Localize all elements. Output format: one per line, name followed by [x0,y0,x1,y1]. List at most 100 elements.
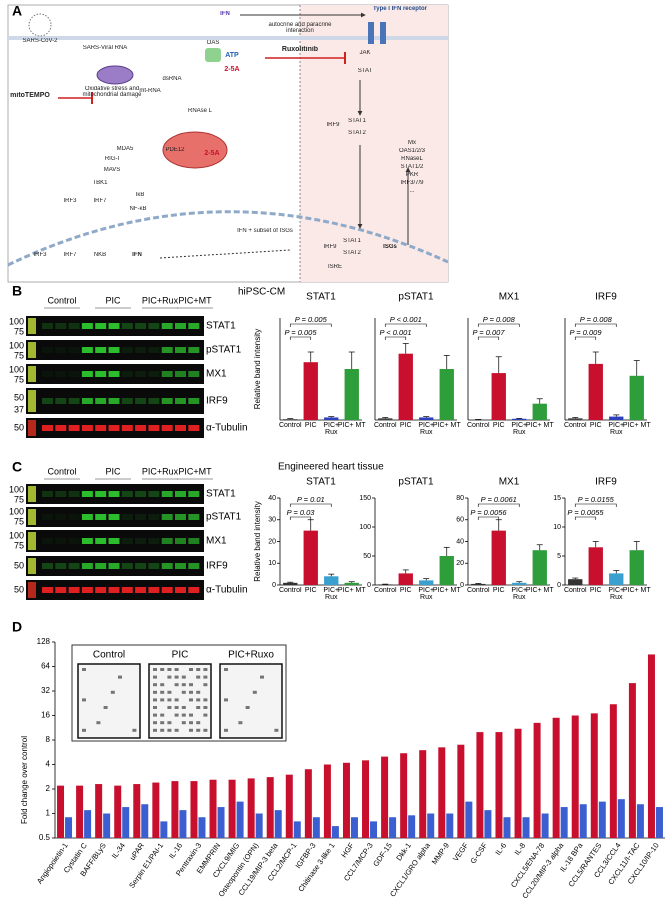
blot-band [42,323,53,329]
y-axis-label: Fold change over control [20,736,29,824]
inset-spot [189,690,193,694]
diagram-label-box: TBK1 [92,180,107,186]
inset-spot [181,675,186,679]
inset-spot [153,690,157,694]
diagram-label: OAS1/2/3 [398,148,425,154]
ladder [28,509,36,525]
x-tick-label-box: PIC [493,587,505,594]
bar [152,782,160,838]
inset-spot [181,690,186,694]
blot-band [108,347,120,353]
p-value: P = 0.009 [569,328,602,337]
bar [617,799,625,838]
mw-marker: 75 [14,350,24,360]
y-tick-label: 2 [46,784,51,793]
inset-spot [181,706,186,709]
x-tick-label: PIC+ MT [525,587,554,594]
blot-band [161,514,173,520]
blot-band [161,491,173,497]
x-tick-label: PIC+ MT [622,587,651,594]
diagram-label-box: OAS [207,40,220,46]
band-label: α-Tubulin [206,585,248,596]
diagram-label-box: IRF9 [323,244,336,250]
ladder [28,486,36,502]
blot-band [161,398,173,404]
p-value: P = 0.005 [284,328,317,337]
blot-band [95,323,107,329]
bar [609,416,624,420]
blot-band [161,323,173,329]
x-tick-label: PIC+ MT [525,422,554,429]
blot-band [121,347,133,353]
blot-band [175,587,186,593]
bar [370,821,378,838]
mw-marker: 50 [14,584,24,594]
x-tick-label-box: PIC+ Rux [608,422,625,437]
inset-spot [252,690,257,694]
oas-icon [205,48,221,62]
blot-band [148,347,160,353]
x-tick-label: PIC+ Rux [511,422,528,437]
y-tick-label: 30 [268,517,276,524]
blot-band [121,587,133,593]
significance-bracket [289,323,332,327]
blot-band [81,347,93,353]
x-tick-label-box: PIC+ Rux [511,587,527,601]
bar [179,810,187,838]
y-tick-label: 8 [46,735,51,744]
inset-spot [224,728,228,732]
blot-band [121,398,133,404]
significance-bracket [289,336,312,340]
significance-bracket [477,336,500,340]
x-tick-label: Angiopoietin-1 [35,841,70,885]
blot-band [148,425,160,431]
blot-band [108,371,120,377]
diagram-label: SARS-CoV-2 [22,38,58,44]
inset-spot [189,683,193,687]
inset-spot [153,706,157,709]
blot-band [68,347,80,353]
bar [438,747,446,838]
bar [457,744,465,838]
p-value: P < 0.001 [379,328,411,337]
x-tick-label-box: Control [374,587,397,594]
diagram-label: IκB [135,192,145,198]
bar [228,779,236,838]
x-tick-label: PIC [304,587,317,594]
x-tick-label: PIC+ Rux [608,422,625,437]
diagram-label-box: RNaseL [401,156,423,162]
bar [439,556,454,585]
bar [122,807,130,838]
blot-band [175,398,186,404]
blot-band [121,514,133,520]
diagram-label: STAT1/2 [400,164,424,170]
x-tick-label: G-CSF [468,841,489,866]
significance-bracket [289,516,312,520]
x-tick-label-box: PIC+ Rux [418,587,434,601]
ladder [28,582,36,598]
chart-title: STAT1 [306,292,336,303]
x-tick-label: PIC+ MT [622,422,651,429]
blot-band [81,563,93,569]
diagram-label: STAT [357,68,373,74]
inset-spot [160,668,165,671]
blot-band [148,563,160,569]
diagram-label-box: MAVS [104,167,121,173]
blot-band [42,563,53,569]
bar [236,801,244,838]
bar [532,550,547,585]
y-tick-label: 5 [557,553,561,560]
bar [217,807,225,838]
y-tick-label: 0.5 [39,833,51,842]
mw-marker: 75 [14,326,24,336]
x-tick-label-box: PIC+ Rux [511,422,528,437]
lane-group-label: Control [47,295,76,305]
blot-band [55,563,67,569]
inset-spot [196,675,201,679]
blot-band [95,347,107,353]
mw-marker: 50 [14,560,24,570]
y-tick-label: 0 [272,582,276,589]
blot-band [81,323,93,329]
significance-bracket [477,323,520,327]
blot-band [148,587,160,593]
